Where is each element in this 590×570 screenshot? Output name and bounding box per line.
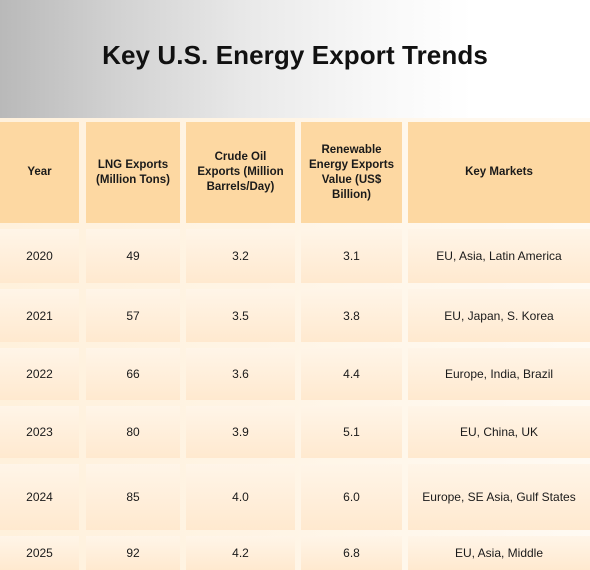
table-cell-lng: 49 <box>86 229 180 283</box>
column-header-year: Year <box>0 122 79 223</box>
table-cell-renewable: 3.8 <box>301 289 402 342</box>
table-cell-renewable: 4.4 <box>301 348 402 400</box>
table-cell-renewable: 5.1 <box>301 406 402 458</box>
table-cell-year: 2025 <box>0 536 79 570</box>
table-cell-lng: 92 <box>86 536 180 570</box>
table-cell-renewable: 6.0 <box>301 464 402 530</box>
table-cell-year: 2022 <box>0 348 79 400</box>
table-cell-key-markets: Europe, SE Asia, Gulf States <box>408 464 590 530</box>
table-cell-renewable: 3.1 <box>301 229 402 283</box>
table-cell-crude-oil: 3.9 <box>186 406 295 458</box>
column-header-lng-exports: LNG Exports (Million Tons) <box>86 122 180 223</box>
table-cell-lng: 80 <box>86 406 180 458</box>
page-title: Key U.S. Energy Export Trends <box>102 40 488 70</box>
column-header-key-markets: Key Markets <box>408 122 590 223</box>
table-cell-key-markets: EU, Japan, S. Korea <box>408 289 590 342</box>
table-cell-crude-oil: 3.6 <box>186 348 295 400</box>
table-cell-crude-oil: 4.0 <box>186 464 295 530</box>
table-cell-year: 2023 <box>0 406 79 458</box>
table-cell-year: 2024 <box>0 464 79 530</box>
table-cell-crude-oil: 3.2 <box>186 229 295 283</box>
column-header-renewable-exports: Renewable Energy Exports Value (US$ Bill… <box>301 122 402 223</box>
table-cell-year: 2020 <box>0 229 79 283</box>
table-cell-crude-oil: 4.2 <box>186 536 295 570</box>
table-cell-lng: 66 <box>86 348 180 400</box>
table-cell-year: 2021 <box>0 289 79 342</box>
table-cell-lng: 85 <box>86 464 180 530</box>
table-cell-key-markets: EU, Asia, Middle <box>408 536 590 570</box>
table-cell-key-markets: EU, China, UK <box>408 406 590 458</box>
table-cell-key-markets: EU, Asia, Latin America <box>408 229 590 283</box>
table-cell-crude-oil: 3.5 <box>186 289 295 342</box>
table-cell-key-markets: Europe, India, Brazil <box>408 348 590 400</box>
table-cell-renewable: 6.8 <box>301 536 402 570</box>
table-cell-lng: 57 <box>86 289 180 342</box>
column-header-crude-oil-exports: Crude Oil Exports (Million Barrels/Day) <box>186 122 295 223</box>
